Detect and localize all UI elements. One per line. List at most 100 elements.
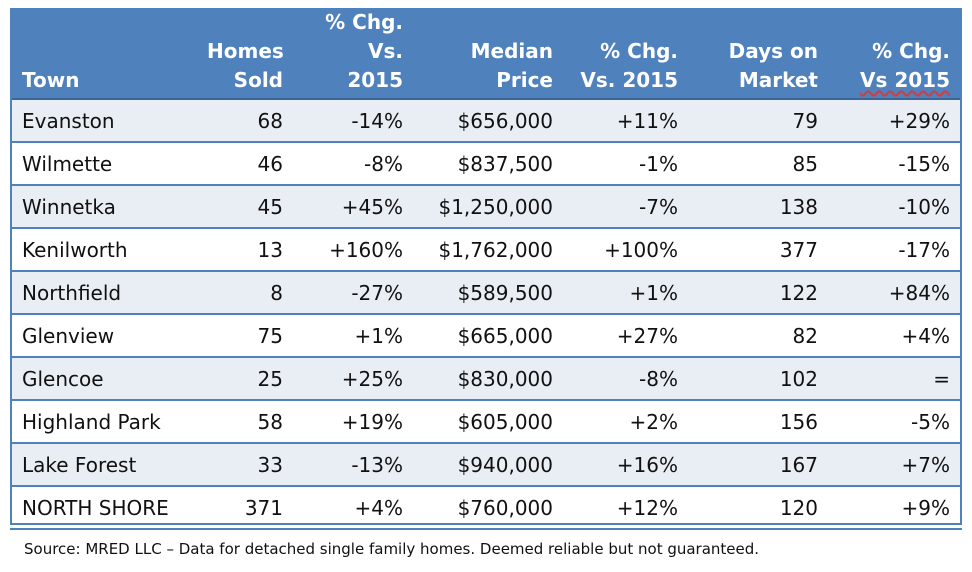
cell-town: Winnetka xyxy=(10,184,195,229)
cell-homes-sold: 68 xyxy=(195,99,295,143)
cell-days-on-market: 102 xyxy=(690,356,830,401)
header-sold-change: % Chg. Vs. 2015 xyxy=(295,8,415,100)
table-row: Winnetka 45 +45% $1,250,000 -7% 138 -10% xyxy=(10,184,962,229)
header-town-line2: Town xyxy=(22,68,80,92)
header-price-change-line1: % Chg. xyxy=(600,39,678,63)
cell-sold-change: +160% xyxy=(295,227,415,272)
cell-price-change: -8% xyxy=(565,356,690,401)
cell-sold-change: +19% xyxy=(295,399,415,444)
cell-days-change: -17% xyxy=(830,227,962,272)
cell-price-change: +12% xyxy=(565,485,690,530)
header-sold-change-line1: % Chg. xyxy=(325,10,403,34)
cell-days-change: -15% xyxy=(830,141,962,186)
cell-days-change: +4% xyxy=(830,313,962,358)
table-row: Northfield 8 -27% $589,500 +1% 122 +84% xyxy=(10,270,962,315)
cell-price-change: +11% xyxy=(565,99,690,143)
cell-sold-change: -8% xyxy=(295,141,415,186)
cell-price-change: +1% xyxy=(565,270,690,315)
table-row: Kenilworth 13 +160% $1,762,000 +100% 377 -17% xyxy=(10,227,962,272)
table-row: Wilmette 46 -8% $837,500 -1% 85 -15% xyxy=(10,141,962,186)
header-days-change-line1: % Chg. xyxy=(872,39,950,63)
cell-town: Kenilworth xyxy=(10,227,195,272)
cell-homes-sold: 45 xyxy=(195,184,295,229)
cell-town: Wilmette xyxy=(10,141,195,186)
cell-days-change: +84% xyxy=(830,270,962,315)
header-days-change-line2: Vs 2015 xyxy=(859,68,950,92)
cell-days-on-market: 85 xyxy=(690,141,830,186)
cell-median-price: $1,762,000 xyxy=(415,227,565,272)
cell-days-on-market: 138 xyxy=(690,184,830,229)
header-sold-change-line2: Vs. 2015 xyxy=(347,39,403,92)
header-days-on-market-line2: Market xyxy=(738,68,818,92)
cell-homes-sold: 46 xyxy=(195,141,295,186)
header-median-price-line2: Price xyxy=(496,68,553,92)
cell-town: Lake Forest xyxy=(10,442,195,487)
cell-days-change: +9% xyxy=(830,485,962,530)
header-homes-sold: Homes Sold xyxy=(195,8,295,100)
cell-days-change: -5% xyxy=(830,399,962,444)
cell-price-change: +27% xyxy=(565,313,690,358)
table-row: Lake Forest 33 -13% $940,000 +16% 167 +7% xyxy=(10,442,962,487)
cell-days-on-market: 156 xyxy=(690,399,830,444)
header-median-price: Median Price xyxy=(415,8,565,100)
table-row: Glencoe 25 +25% $830,000 -8% 102 = xyxy=(10,356,962,401)
cell-homes-sold: 371 xyxy=(195,485,295,530)
cell-days-on-market: 167 xyxy=(690,442,830,487)
header-days-on-market-line1: Days on xyxy=(728,39,818,63)
cell-days-on-market: 82 xyxy=(690,313,830,358)
cell-sold-change: +25% xyxy=(295,356,415,401)
cell-town: Glencoe xyxy=(10,356,195,401)
cell-median-price: $837,500 xyxy=(415,141,565,186)
cell-days-change: +7% xyxy=(830,442,962,487)
table-header: Town Homes Sold % Chg. Vs. 2015 Median P… xyxy=(10,8,962,100)
cell-median-price: $830,000 xyxy=(415,356,565,401)
cell-sold-change: -27% xyxy=(295,270,415,315)
cell-price-change: +2% xyxy=(565,399,690,444)
cell-price-change: -7% xyxy=(565,184,690,229)
cell-price-change: +16% xyxy=(565,442,690,487)
header-median-price-line1: Median xyxy=(470,39,553,63)
cell-days-on-market: 377 xyxy=(690,227,830,272)
header-row: Town Homes Sold % Chg. Vs. 2015 Median P… xyxy=(10,8,962,100)
header-price-change: % Chg. Vs. 2015 xyxy=(565,8,690,100)
header-price-change-line2: Vs. 2015 xyxy=(580,68,678,92)
cell-homes-sold: 8 xyxy=(195,270,295,315)
cell-sold-change: -13% xyxy=(295,442,415,487)
cell-median-price: $605,000 xyxy=(415,399,565,444)
market-stats-table: Town Homes Sold % Chg. Vs. 2015 Median P… xyxy=(10,8,962,530)
cell-town: Glenview xyxy=(10,313,195,358)
header-homes-sold-line2: Sold xyxy=(233,68,283,92)
cell-median-price: $656,000 xyxy=(415,99,565,143)
cell-days-change: = xyxy=(830,356,962,401)
cell-median-price: $665,000 xyxy=(415,313,565,358)
table-row: Highland Park 58 +19% $605,000 +2% 156 -5% xyxy=(10,399,962,444)
header-homes-sold-line1: Homes xyxy=(207,39,284,63)
cell-homes-sold: 58 xyxy=(195,399,295,444)
cell-sold-change: +45% xyxy=(295,184,415,229)
cell-median-price: $760,000 xyxy=(415,485,565,530)
table-row: Evanston 68 -14% $656,000 +11% 79 +29% xyxy=(10,99,962,143)
cell-homes-sold: 33 xyxy=(195,442,295,487)
cell-price-change: +100% xyxy=(565,227,690,272)
table-body: Evanston 68 -14% $656,000 +11% 79 +29% Wilmette… xyxy=(10,99,962,530)
cell-homes-sold: 75 xyxy=(195,313,295,358)
cell-homes-sold: 13 xyxy=(195,227,295,272)
cell-town: NORTH SHORE xyxy=(10,485,195,530)
table-row: NORTH SHORE 371 +4% $760,000 +12% 120 +9% xyxy=(10,485,962,530)
cell-median-price: $1,250,000 xyxy=(415,184,565,229)
cell-days-change: +29% xyxy=(830,99,962,143)
cell-town: Evanston xyxy=(10,99,195,143)
cell-town: Northfield xyxy=(10,270,195,315)
cell-town: Highland Park xyxy=(10,399,195,444)
cell-homes-sold: 25 xyxy=(195,356,295,401)
header-town: Town xyxy=(10,8,195,100)
cell-median-price: $589,500 xyxy=(415,270,565,315)
cell-price-change: -1% xyxy=(565,141,690,186)
cell-sold-change: +4% xyxy=(295,485,415,530)
cell-days-change: -10% xyxy=(830,184,962,229)
cell-days-on-market: 120 xyxy=(690,485,830,530)
header-days-change: % Chg. Vs 2015 xyxy=(830,8,962,100)
table-row: Glenview 75 +1% $665,000 +27% 82 +4% xyxy=(10,313,962,358)
cell-sold-change: +1% xyxy=(295,313,415,358)
cell-days-on-market: 122 xyxy=(690,270,830,315)
